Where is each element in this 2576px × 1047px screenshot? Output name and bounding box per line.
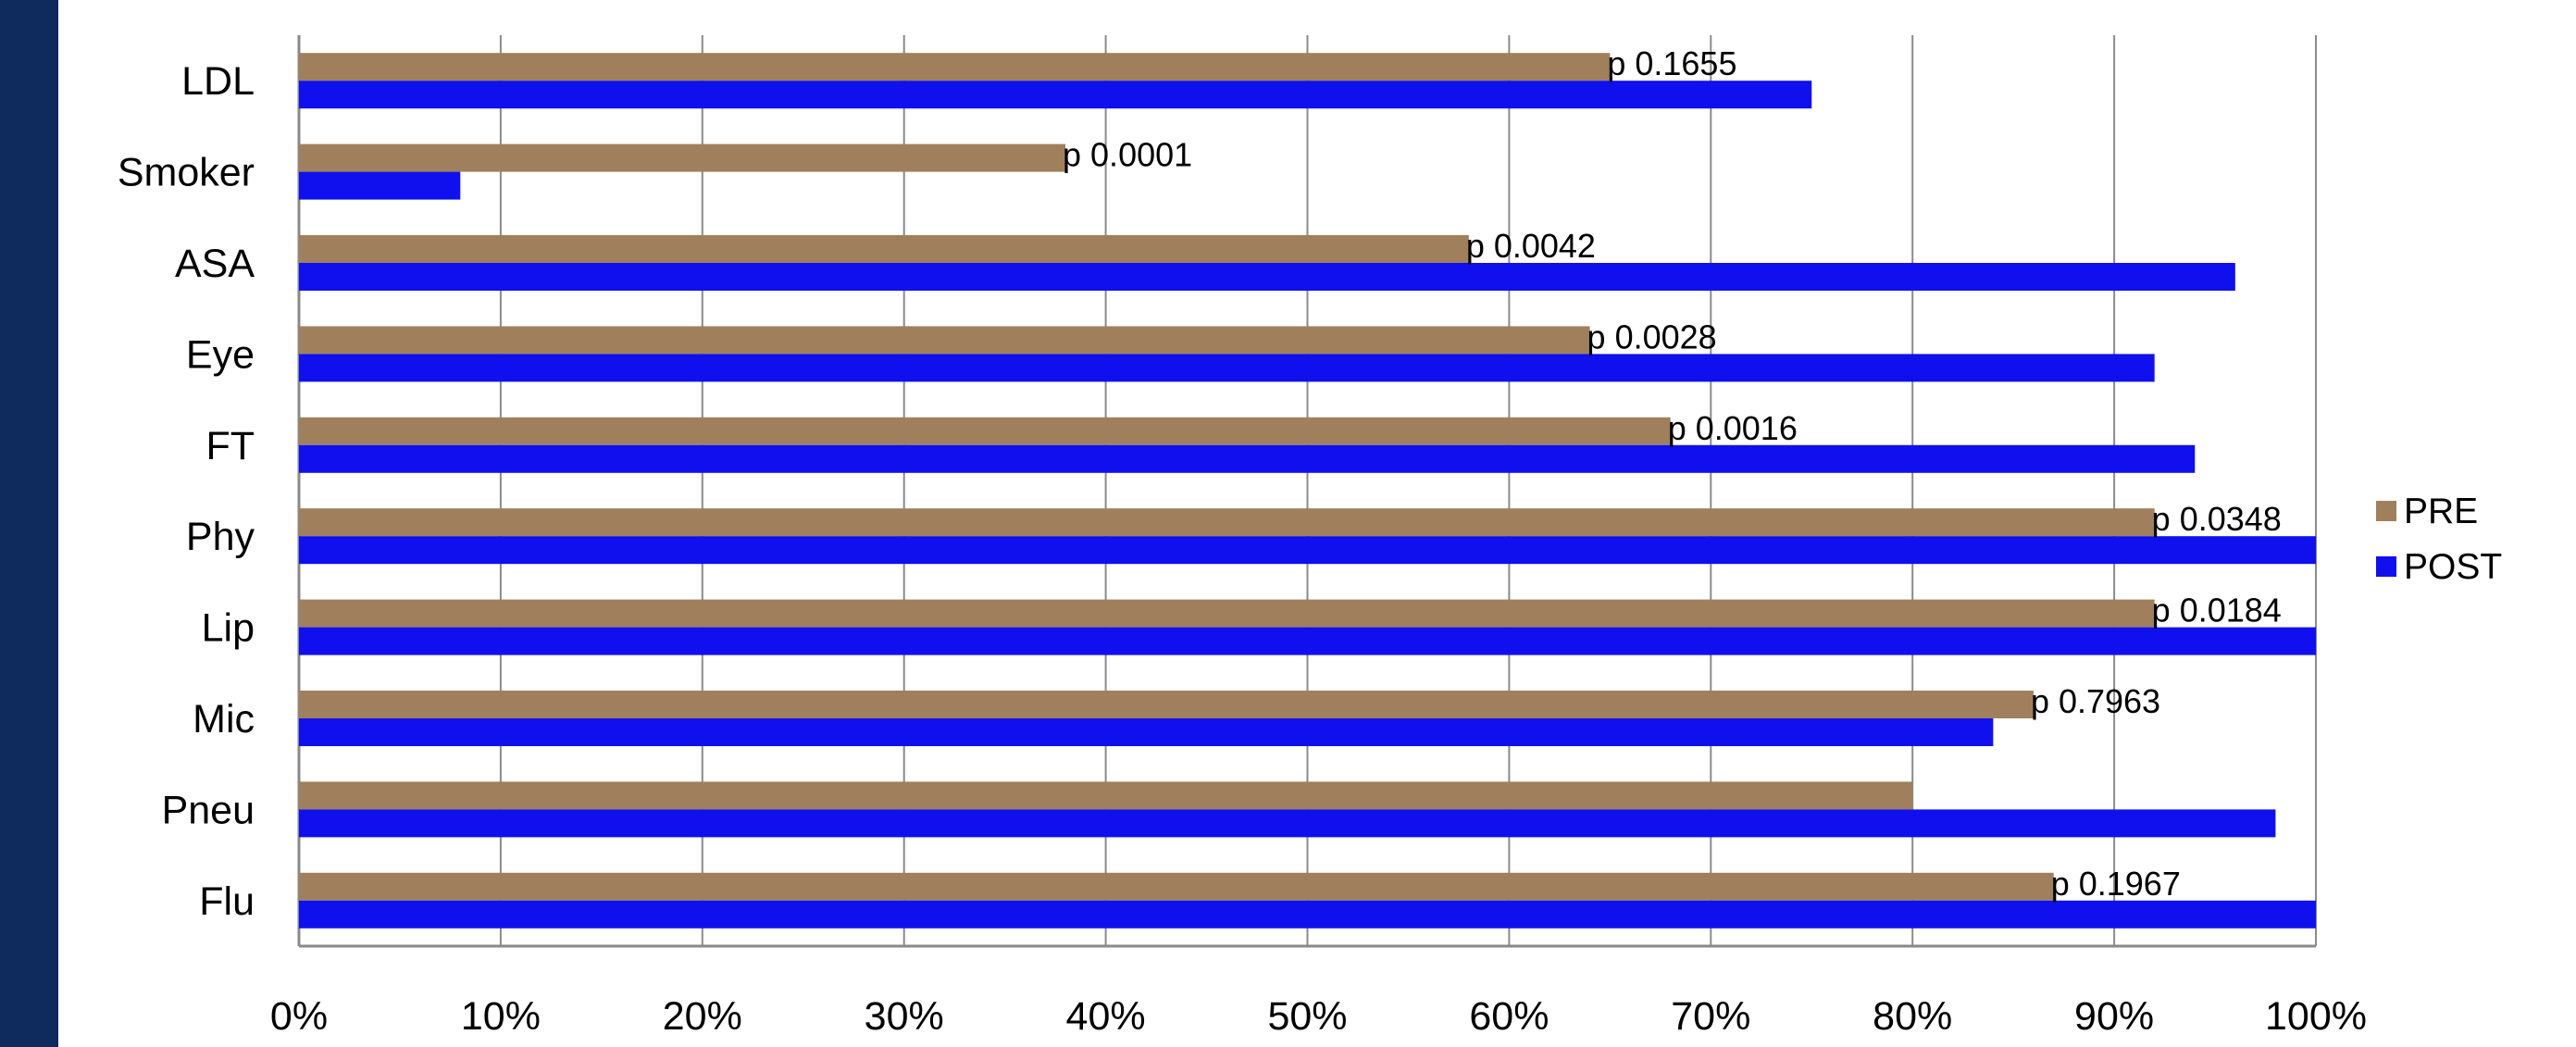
bar-post-ft <box>299 444 2196 473</box>
x-tick-label: 20% <box>663 994 742 1039</box>
bar-pre-mic <box>299 691 2034 718</box>
x-tick-label: 80% <box>1873 994 1952 1039</box>
category-label-eye: Eye <box>186 332 255 377</box>
category-label-lip: Lip <box>202 606 255 651</box>
bar-post-phy <box>299 536 2316 565</box>
x-tick-label: 50% <box>1267 994 1347 1039</box>
p-value-label-phy: p 0.0348 <box>2152 500 2282 538</box>
category-label-flu: Flu <box>199 879 255 924</box>
x-tick-label: 70% <box>1671 994 1750 1039</box>
category-label-ft: FT <box>205 424 255 468</box>
bar-post-lip <box>299 627 2316 655</box>
labels: 0% 10% 20% 30% 40% 50% 60% 70% 80% 90% 100% LDL p 0.… <box>118 44 2367 1039</box>
legend-label-post: POST <box>2404 547 2502 587</box>
bar-post-ldl <box>299 81 1812 109</box>
bar-pre-phy <box>299 508 2155 537</box>
p-value-label-smoker: p 0.0001 <box>1063 136 1192 174</box>
x-tick-label: 100% <box>2265 994 2367 1039</box>
bar-post-smoker <box>299 171 461 200</box>
p-value-label-ft: p 0.0016 <box>1668 409 1798 447</box>
category-label-phy: Phy <box>186 515 255 559</box>
x-tick-label: 60% <box>1469 994 1549 1039</box>
gridlines <box>297 35 2317 948</box>
bar-post-eye <box>299 354 2155 382</box>
category-label-pneu: Pneu <box>162 788 255 832</box>
legend-label-pre: PRE <box>2404 492 2478 531</box>
category-label-ldl: LDL <box>181 59 255 104</box>
x-tick-label: 10% <box>461 994 541 1039</box>
x-tick-label: 90% <box>2074 994 2154 1039</box>
category-label-mic: Mic <box>193 697 255 742</box>
category-label-asa: ASA <box>175 242 255 286</box>
legend: PRE POST <box>2376 492 2502 587</box>
bar-post-asa <box>299 263 2235 291</box>
p-value-label-eye: p 0.0028 <box>1587 318 1717 355</box>
bars <box>299 53 2316 929</box>
bar-post-mic <box>299 718 1994 746</box>
bar-pre-asa <box>299 235 1469 263</box>
bar-pre-pneu <box>299 781 1913 810</box>
p-value-label-ldl: p 0.1655 <box>1607 44 1736 82</box>
legend-swatch-post <box>2376 556 2396 577</box>
x-tick-label: 30% <box>865 994 944 1039</box>
bar-post-flu <box>299 900 2316 929</box>
bar-pre-lip <box>299 599 2155 628</box>
p-value-label-flu: p 0.1967 <box>2051 865 2181 903</box>
bar-pre-smoker <box>299 143 1066 172</box>
bar-pre-eye <box>299 326 1590 355</box>
bar-pre-flu <box>299 872 2054 901</box>
slide-left-band <box>0 0 58 1047</box>
x-tick-label: 0% <box>270 994 328 1039</box>
p-value-label-lip: p 0.0184 <box>2152 592 2282 629</box>
bar-post-pneu <box>299 809 2276 838</box>
legend-swatch-pre <box>2376 501 2396 521</box>
p-value-label-mic: p 0.7963 <box>2031 682 2160 720</box>
bar-pre-ldl <box>299 53 1611 81</box>
bar-pre-ft <box>299 417 1671 445</box>
category-label-smoker: Smoker <box>118 151 255 195</box>
p-value-label-asa: p 0.0042 <box>1466 227 1596 265</box>
x-tick-label: 40% <box>1066 994 1146 1039</box>
